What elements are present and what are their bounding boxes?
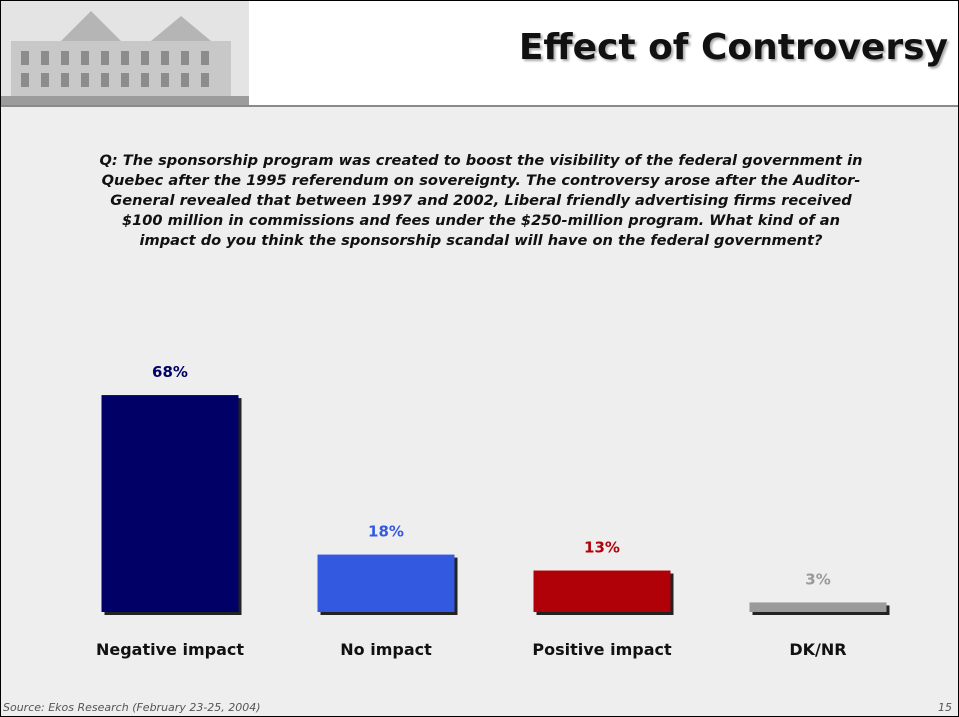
value-label: 3% bbox=[805, 570, 830, 588]
slide-title: Effect of Controversy bbox=[518, 27, 948, 68]
building-image bbox=[1, 1, 249, 105]
category-label: Positive impact bbox=[532, 640, 672, 659]
bar bbox=[533, 570, 671, 612]
source: Source: Ekos Research (February 23-25, 2… bbox=[3, 701, 261, 714]
question: Q: The sponsorship program was created t… bbox=[99, 152, 863, 249]
page-number: 15 bbox=[938, 701, 952, 714]
value-label: 68% bbox=[152, 363, 188, 381]
category-label: Negative impact bbox=[96, 640, 244, 659]
value-label: 18% bbox=[368, 523, 404, 541]
header: Effect of Controversy bbox=[1, 1, 958, 107]
bar bbox=[101, 395, 239, 612]
category-label: No impact bbox=[340, 640, 432, 659]
value-label: 13% bbox=[584, 539, 620, 557]
category-label: DK/NR bbox=[789, 640, 846, 659]
bar bbox=[749, 602, 887, 612]
bar bbox=[317, 554, 455, 612]
